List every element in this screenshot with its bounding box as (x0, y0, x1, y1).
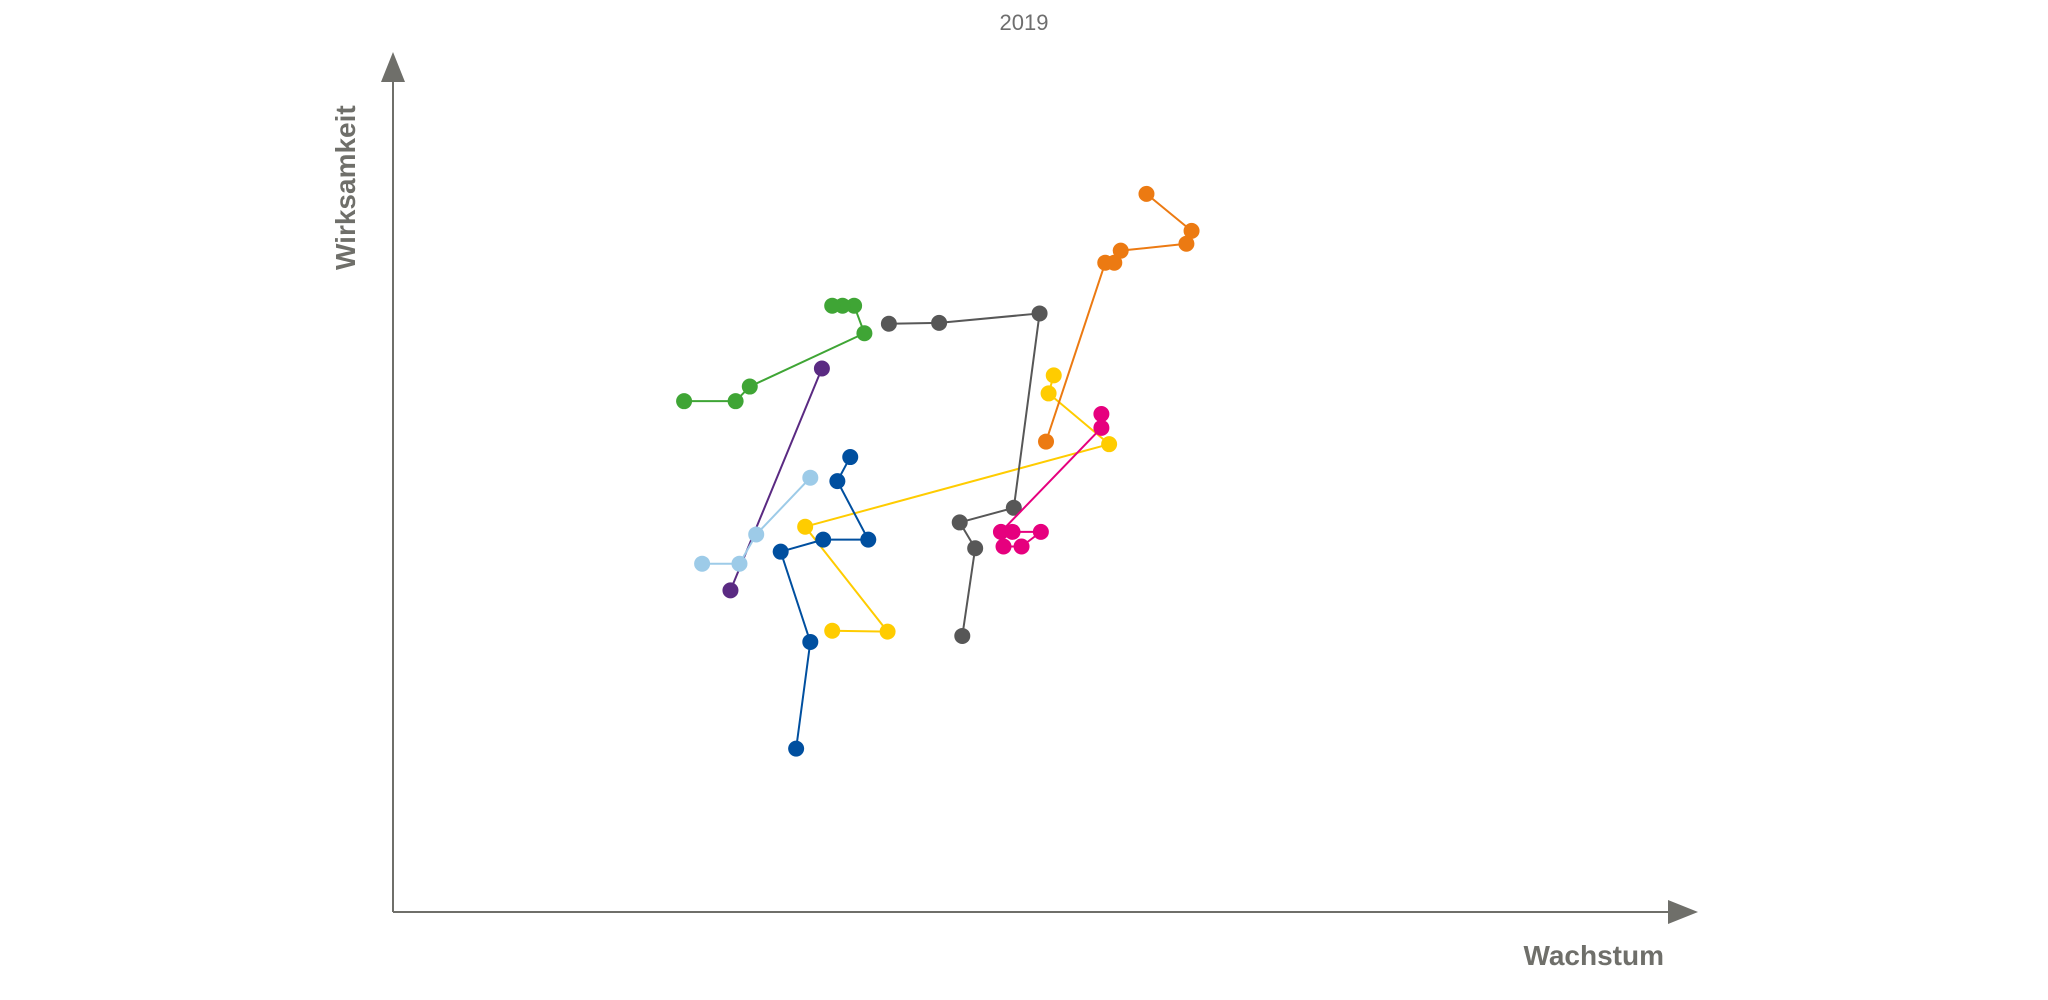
data-point (954, 627, 971, 644)
data-point (772, 543, 789, 560)
data-point (1183, 222, 1200, 239)
data-point (815, 531, 832, 548)
series-6 (880, 305, 1048, 644)
data-point (1138, 185, 1155, 202)
data-point (1038, 433, 1055, 450)
series-line (779, 456, 870, 749)
data-point (880, 315, 897, 332)
data-point (967, 540, 984, 557)
data-point (824, 297, 841, 314)
data-point (748, 526, 765, 543)
data-point (951, 514, 968, 531)
data-point (1101, 436, 1118, 453)
series-7 (992, 406, 1110, 555)
data-point (802, 633, 819, 650)
y-axis-label: Wirksamkeit (330, 105, 361, 270)
data-point (879, 623, 896, 640)
series-8 (1038, 185, 1200, 450)
series-4 (797, 367, 1118, 640)
data-point (1093, 406, 1110, 423)
series-1 (676, 297, 873, 410)
series-line (702, 477, 812, 565)
data-point (846, 297, 863, 314)
data-point (676, 393, 693, 410)
data-point (1005, 499, 1022, 516)
data-point (1106, 254, 1123, 271)
data-point (1178, 235, 1195, 252)
series-line (684, 304, 866, 403)
data-point (856, 325, 873, 342)
series-layer (676, 185, 1200, 757)
data-point (1093, 419, 1110, 436)
data-point (1013, 538, 1030, 555)
x-axis-arrow (1668, 900, 1698, 924)
series-line (1045, 193, 1193, 442)
data-point (829, 473, 846, 490)
data-point (797, 518, 814, 535)
data-point (788, 740, 805, 757)
data-point (931, 314, 948, 331)
x-axis-label: Wachstum (1523, 940, 1664, 971)
data-point (741, 378, 758, 395)
data-point (995, 538, 1012, 555)
series-line (804, 375, 1111, 633)
data-point (1112, 242, 1129, 259)
data-point (694, 555, 711, 572)
data-point (727, 393, 744, 410)
data-point (1032, 523, 1049, 540)
data-point (1040, 385, 1057, 402)
series-5 (772, 449, 877, 757)
series-line (888, 312, 1041, 637)
data-point (992, 523, 1009, 540)
y-axis-arrow (381, 52, 405, 82)
data-point (813, 360, 830, 377)
data-point (731, 555, 748, 572)
data-point (802, 469, 819, 486)
series-3 (694, 469, 819, 572)
data-point (842, 449, 859, 466)
data-point (824, 622, 841, 639)
data-point (1045, 367, 1062, 384)
data-point (860, 531, 877, 548)
data-point (1031, 305, 1048, 322)
data-point (722, 582, 739, 599)
data-point (1004, 523, 1021, 540)
chart-title: 2019 (999, 10, 1049, 35)
